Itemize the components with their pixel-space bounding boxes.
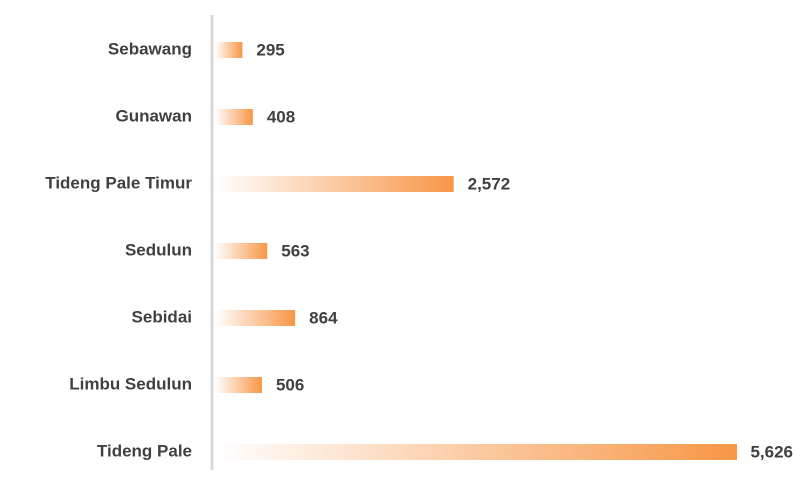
bar (215, 243, 268, 259)
bar (215, 176, 454, 192)
category-label: Sebidai (132, 307, 192, 326)
category-label: Sedulun (125, 240, 192, 259)
category-label: Tideng Pale (97, 441, 192, 460)
value-label: 408 (267, 107, 295, 126)
bar (215, 42, 243, 58)
category-label: Sebawang (108, 39, 192, 58)
bar (215, 444, 737, 460)
bar (215, 310, 296, 326)
bar (215, 377, 262, 393)
category-label: Limbu Sedulun (69, 374, 192, 393)
value-label: 864 (309, 308, 338, 327)
bar (215, 109, 253, 125)
value-label: 295 (256, 40, 284, 59)
value-label: 563 (281, 241, 309, 260)
value-label: 2,572 (468, 174, 511, 193)
category-label: Tideng Pale Timur (45, 173, 192, 192)
value-label: 5,626 (750, 442, 793, 461)
value-label: 506 (276, 375, 304, 394)
category-label: Gunawan (115, 106, 192, 125)
